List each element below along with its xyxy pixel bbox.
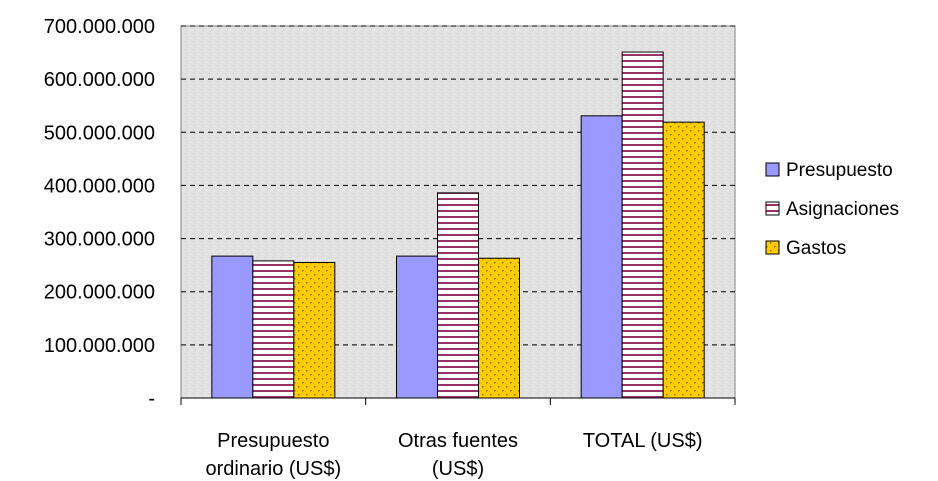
bar-asignaciones-1 xyxy=(437,192,479,399)
legend-label-presupuesto: Presupuesto xyxy=(786,160,893,181)
y-tick-label: - xyxy=(148,388,155,410)
x-category-label: Presupuesto ordinario (US$) xyxy=(206,430,342,480)
y-tick-label: 400.000.000 xyxy=(44,175,155,197)
legend-swatch-asignaciones xyxy=(765,201,780,216)
bar-asignaciones-0 xyxy=(252,260,295,399)
x-category-label: TOTAL (US$) xyxy=(583,430,703,452)
bar-gastos-2 xyxy=(662,121,705,399)
y-tick-label: 700.000.000 xyxy=(44,16,155,38)
y-tick-label: 300.000.000 xyxy=(44,229,155,251)
legend-swatch-presupuesto xyxy=(765,162,780,177)
x-axis-labels: Presupuesto ordinario (US$) Otras fuentes(… xyxy=(206,430,703,480)
legend-box xyxy=(755,148,935,270)
axes xyxy=(180,397,736,405)
bar-gastos-1 xyxy=(478,257,520,399)
bars xyxy=(211,51,705,399)
legend: Presupuesto Asignaciones Gastos xyxy=(755,148,935,270)
y-tick-label: 500.000.000 xyxy=(44,122,155,144)
y-tick-label: 200.000.000 xyxy=(44,282,155,304)
x-category-label: Otras fuentes (US$) xyxy=(398,430,518,480)
bar-gastos-0 xyxy=(293,261,336,399)
y-tick-label: 600.000.000 xyxy=(44,69,155,91)
y-axis-ticks: - 100.000.000 200.000.000 300.000.000 400.00… xyxy=(44,16,155,410)
bar-presupuesto-0 xyxy=(211,255,254,399)
bar-presupuesto-1 xyxy=(396,255,438,399)
bar-asignaciones-2 xyxy=(621,51,664,399)
legend-label-gastos: Gastos xyxy=(786,238,846,259)
bar-presupuesto-2 xyxy=(580,115,623,399)
legend-label-asignaciones: Asignaciones xyxy=(786,199,899,220)
y-tick-label: 100.000.000 xyxy=(44,335,155,357)
legend-swatch-gastos xyxy=(765,240,780,255)
